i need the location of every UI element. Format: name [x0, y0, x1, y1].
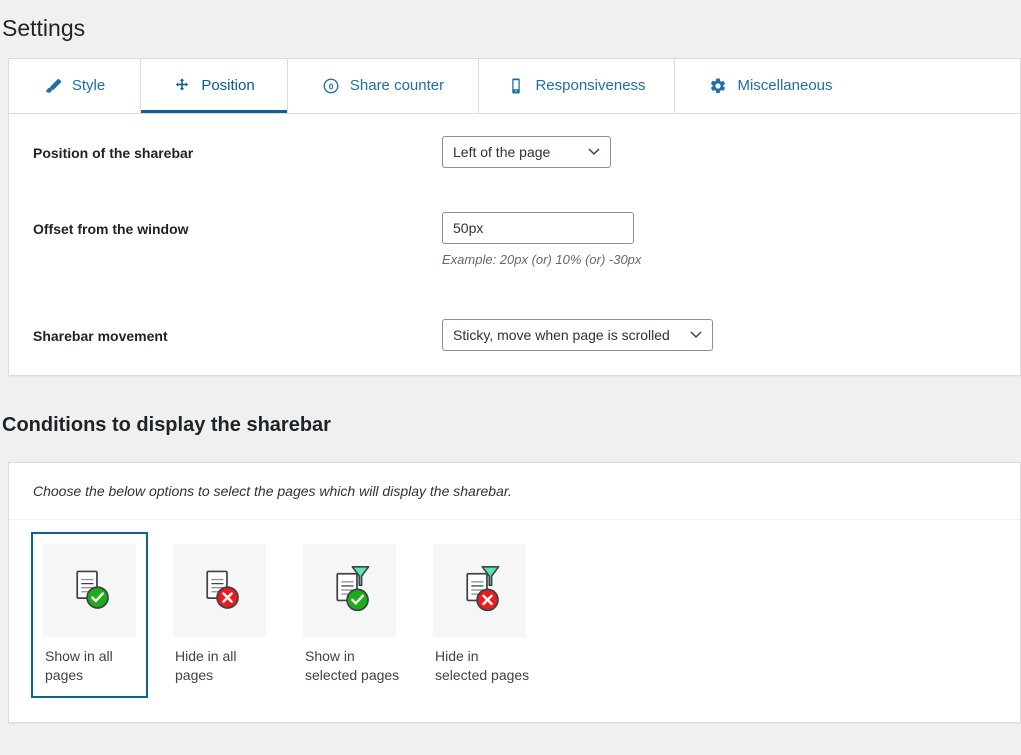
svg-text:0: 0 — [329, 82, 334, 91]
